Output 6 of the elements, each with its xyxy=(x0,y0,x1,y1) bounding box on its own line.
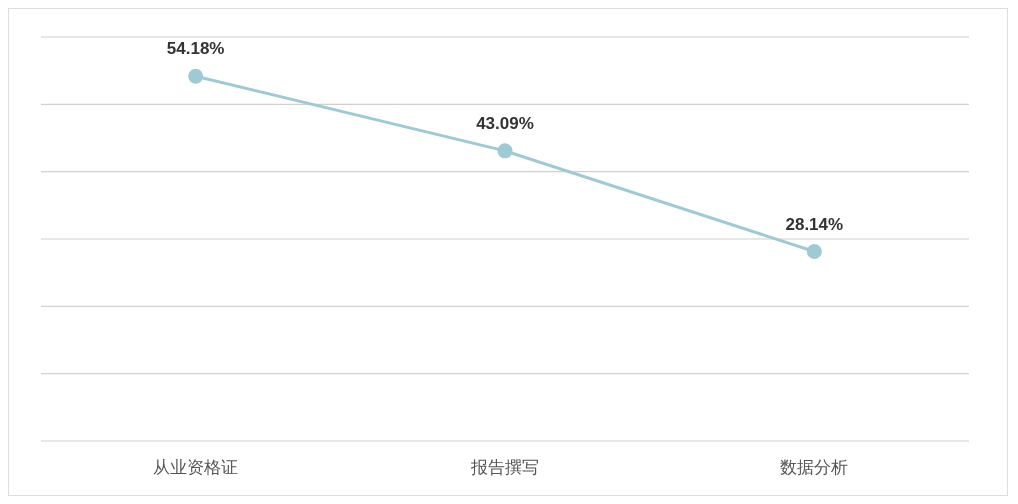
data-label: 28.14% xyxy=(785,214,844,234)
x-tick-label: 从业资格证 xyxy=(153,457,239,478)
data-label: 43.09% xyxy=(476,113,534,133)
x-tick-label: 报告撰写 xyxy=(470,457,539,478)
x-tick-label: 数据分析 xyxy=(780,457,849,478)
data-label: 54.18% xyxy=(166,39,225,59)
